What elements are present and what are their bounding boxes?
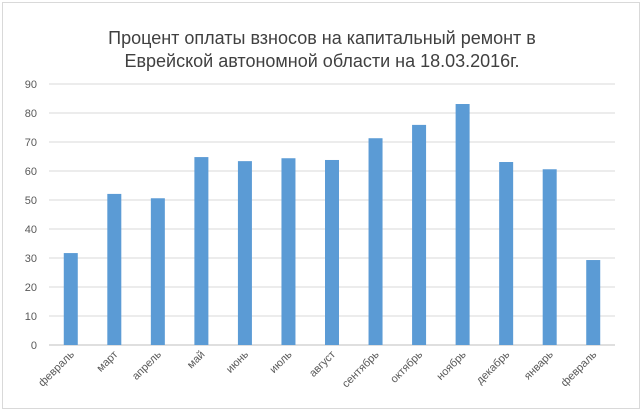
bar xyxy=(325,159,339,345)
bar xyxy=(194,157,209,345)
bar xyxy=(412,124,427,345)
bar xyxy=(150,198,165,345)
bars xyxy=(63,104,601,345)
bar xyxy=(368,138,383,345)
bar-chart: Процент оплаты взносов на капитальный ре… xyxy=(25,28,615,390)
x-category-label: апрель xyxy=(130,348,164,382)
bar xyxy=(455,104,470,345)
x-category-label: октябрь xyxy=(388,348,425,385)
x-category-label: февраль xyxy=(559,348,600,389)
x-category-label: июль xyxy=(267,348,294,375)
bar xyxy=(281,158,296,345)
x-category-label: февраль xyxy=(36,348,77,389)
chart-frame: Процент оплаты взносов на капитальный ре… xyxy=(2,2,640,409)
bar xyxy=(542,169,557,345)
x-category-label: сентябрь xyxy=(340,348,382,390)
y-tick-label: 30 xyxy=(25,253,37,265)
bar xyxy=(237,161,252,345)
y-tick-label: 20 xyxy=(25,282,37,294)
x-category-label: ноябрь xyxy=(435,348,469,382)
y-tick-label: 70 xyxy=(25,137,37,149)
x-category-label: июнь xyxy=(224,348,251,375)
x-category-label: январь xyxy=(522,348,556,382)
x-category-label: май xyxy=(185,349,208,372)
y-tick-label: 10 xyxy=(25,311,37,323)
y-tick-label: 80 xyxy=(25,108,37,120)
bar xyxy=(586,260,601,345)
chart-title-line-2: Еврейской автономной области на 18.03.20… xyxy=(124,51,519,71)
y-tick-label: 0 xyxy=(31,340,37,352)
y-tick-label: 40 xyxy=(25,224,37,236)
y-tick-label: 50 xyxy=(25,195,37,207)
x-category-label: март xyxy=(95,349,121,375)
bar xyxy=(63,253,78,345)
x-axis-category-labels: февраль март апрель май июнь июль август сентяб… xyxy=(36,348,599,390)
bar xyxy=(499,162,514,345)
x-category-label: август xyxy=(307,349,338,380)
chart-title-line-1: Процент оплаты взносов на капитальный ре… xyxy=(108,28,536,48)
y-axis-tick-labels: 0 10 20 30 40 50 60 70 80 90 xyxy=(25,79,37,352)
bar xyxy=(107,193,122,345)
y-tick-label: 90 xyxy=(25,79,37,91)
x-category-label: декабрь xyxy=(474,348,512,386)
y-tick-label: 60 xyxy=(25,166,37,178)
